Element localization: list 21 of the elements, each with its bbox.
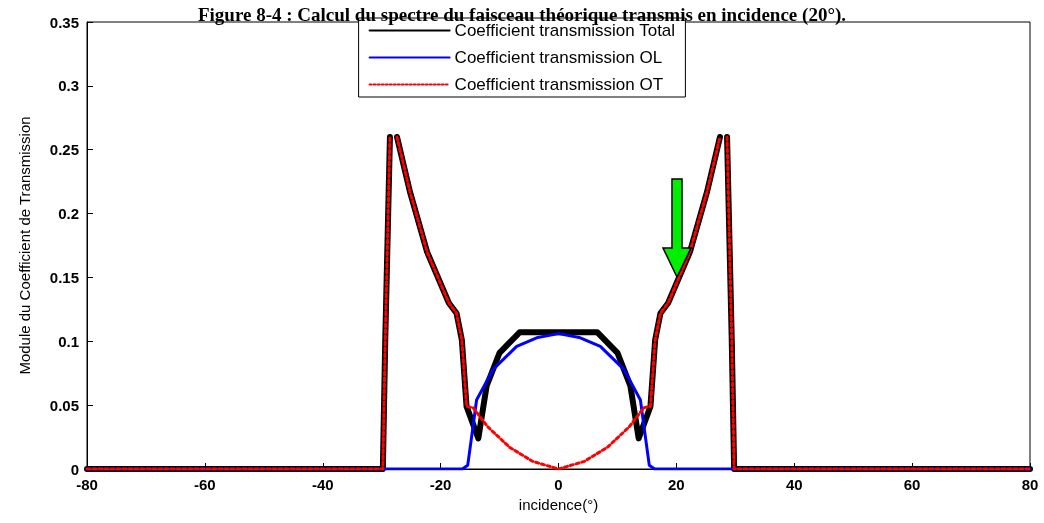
y-tick-label: 0.1	[58, 332, 79, 350]
x-tick-label: -40	[311, 476, 334, 493]
y-tick-label: 0.3	[58, 77, 79, 95]
x-tick-label: -20	[429, 476, 452, 493]
x-tick-label: -60	[194, 476, 216, 493]
legend-label: Coefficient transmission OT	[454, 75, 664, 94]
y-tick-label: 0	[70, 460, 79, 478]
x-tick-label: 20	[668, 476, 685, 493]
y-tick-label: 0.2	[58, 205, 79, 223]
x-axis-title: incidence(°)	[518, 496, 599, 513]
x-tick-label: -80	[76, 476, 98, 493]
y-tick-label: 0.25	[49, 141, 79, 159]
legend-label: Coefficient transmission OL	[454, 48, 663, 67]
y-tick-label: 0.35	[49, 13, 79, 31]
x-tick-label: 80	[1021, 476, 1039, 493]
x-tick-label: 40	[785, 476, 803, 493]
y-axis-title: Module du Coefficient de Transmission	[16, 116, 33, 375]
x-tick-label: 0	[554, 476, 563, 493]
y-tick-label: 0.05	[49, 396, 79, 414]
y-tick-label: 0.15	[49, 268, 79, 286]
x-tick-label: 60	[903, 476, 921, 493]
